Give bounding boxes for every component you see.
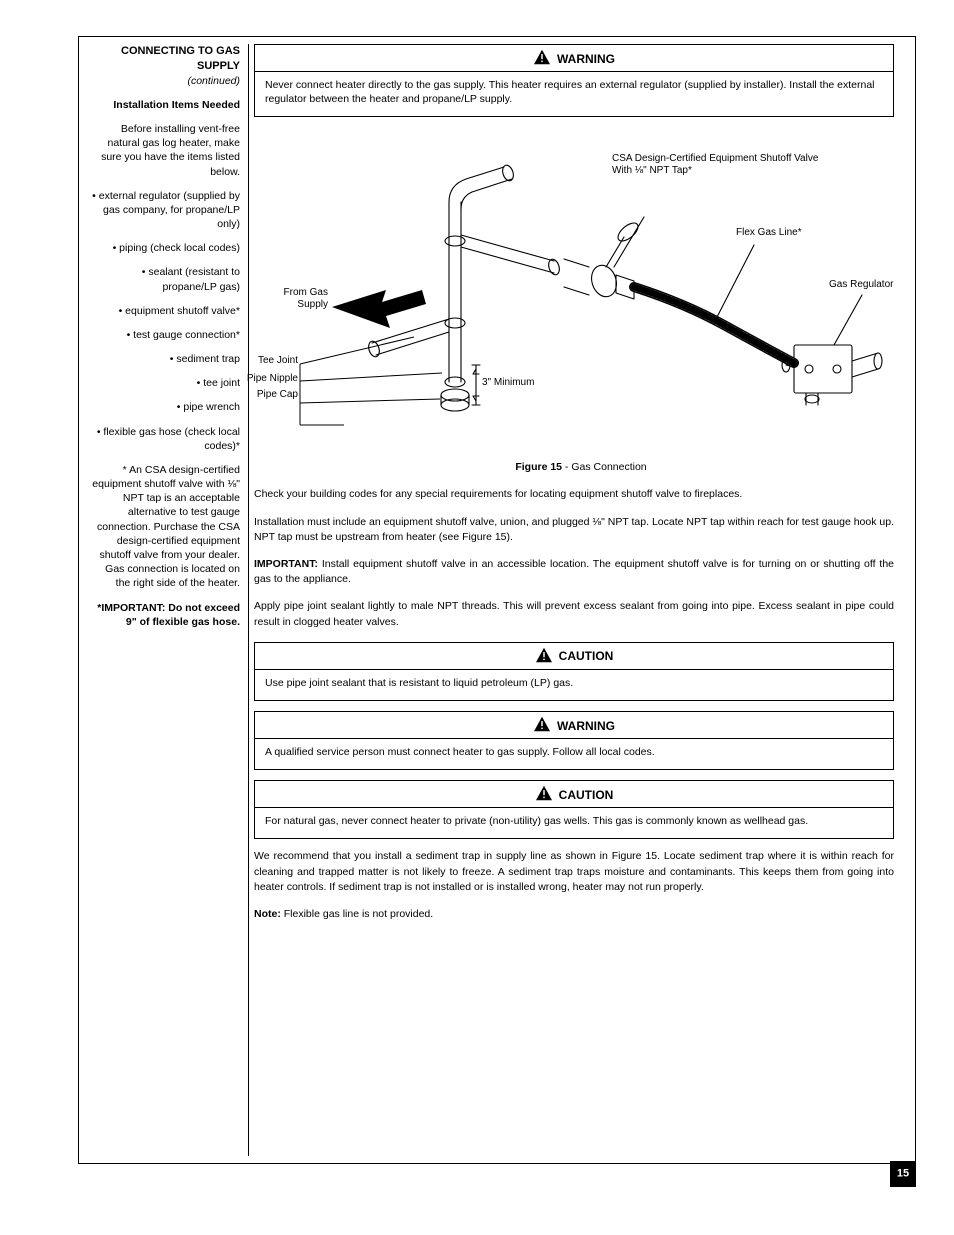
para-2: Installation must include an equipment s… xyxy=(254,515,894,545)
page-number: 15 xyxy=(897,1168,909,1180)
sidebar-note: * An CSA design-certified equipment shut… xyxy=(90,463,240,591)
para-important-strong: IMPORTANT: xyxy=(254,558,318,570)
sidebar-bullet-4: • test gauge connection* xyxy=(90,328,240,342)
sidebar-bullet-2: • sealant (resistant to propane/LP gas) xyxy=(90,265,240,293)
sidebar-heading: CONNECTING TO GAS SUPPLY xyxy=(90,44,240,74)
warning-head-1: WARNING xyxy=(255,45,893,72)
caution-head-1: CAUTION xyxy=(255,643,893,670)
warning-icon xyxy=(533,49,551,68)
warning-head-2: WARNING xyxy=(255,712,893,739)
caution-body-1: Use pipe joint sealant that is resistant… xyxy=(255,670,893,700)
sidebar-bullet-0: • external regulator (supplied by gas co… xyxy=(90,189,240,232)
para-3: Apply pipe joint sealant lightly to male… xyxy=(254,599,894,629)
sidebar-subheading: Installation Items Needed xyxy=(90,98,240,112)
sidebar-bullet-3: • equipment shutoff valve* xyxy=(90,304,240,318)
fig-label-tee: Tee Joint xyxy=(244,355,298,367)
figure-caption: Figure 15 - Gas Connection xyxy=(254,461,908,473)
para-note: Note: Flexible gas line is not provided. xyxy=(254,907,894,922)
fig-label-from-source: From Gas Supply xyxy=(254,287,328,311)
fig-label-cap: Pipe Cap xyxy=(244,389,298,401)
caution-head-2: CAUTION xyxy=(255,781,893,808)
caution-title-2: CAUTION xyxy=(559,788,614,802)
column-rule xyxy=(248,44,249,1156)
para-note-rest: Flexible gas line is not provided. xyxy=(281,908,433,920)
fig-label-nipple: Pipe Nipple xyxy=(244,373,298,385)
sidebar-bullet-6: • tee joint xyxy=(90,376,240,390)
sidebar-continued: (continued) xyxy=(90,74,240,88)
warning-title-1: WARNING xyxy=(557,52,615,66)
sidebar-bullet-8: • flexible gas hose (check local codes)* xyxy=(90,425,240,453)
caution-title-1: CAUTION xyxy=(559,649,614,663)
warning-title-2: WARNING xyxy=(557,719,615,733)
fig-label-hose: Flex Gas Line* xyxy=(736,227,802,239)
arrow-icon xyxy=(332,290,426,328)
caution-box-1: CAUTION Use pipe joint sealant that is r… xyxy=(254,642,894,701)
left-sidebar: CONNECTING TO GAS SUPPLY (continued) Ins… xyxy=(90,44,240,1154)
figure-caption-strong: Figure 15 xyxy=(515,461,562,473)
sidebar-intro: Before installing vent-free natural gas … xyxy=(90,122,240,179)
caution-box-2: CAUTION For natural gas, never connect h… xyxy=(254,780,894,839)
sidebar-note2: *IMPORTANT: Do not exceed 9" of flexible… xyxy=(90,601,240,629)
warning-box-2: WARNING A qualified service person must … xyxy=(254,711,894,770)
page-number-block: 15 xyxy=(890,1161,916,1187)
figure-gas-connection: CSA Design-Certified Equipment Shutoff V… xyxy=(254,127,894,457)
caution-body-2: For natural gas, never connect heater to… xyxy=(255,808,893,838)
para-4: We recommend that you install a sediment… xyxy=(254,849,894,895)
para-important-rest: Install equipment shutoff valve in an ac… xyxy=(254,558,894,585)
warning-box-1: WARNING Never connect heater directly to… xyxy=(254,44,894,117)
sidebar-heading-text: CONNECTING TO GAS SUPPLY xyxy=(121,45,240,72)
warning-icon xyxy=(535,785,553,804)
sidebar-bullet-5: • sediment trap xyxy=(90,352,240,366)
figure-caption-rest: - Gas Connection xyxy=(562,461,647,473)
fig-label-shutoff: CSA Design-Certified Equipment Shutoff V… xyxy=(612,153,832,177)
para-important: IMPORTANT: Install equipment shutoff val… xyxy=(254,557,894,587)
warning-icon xyxy=(535,647,553,666)
fig-label-trap-dim: 3" Minimum xyxy=(482,377,534,389)
fig-label-regulator: Gas Regulator xyxy=(829,279,893,291)
sidebar-bullet-7: • pipe wrench xyxy=(90,400,240,414)
warning-body-2: A qualified service person must connect … xyxy=(255,739,893,769)
warning-body-1: Never connect heater directly to the gas… xyxy=(255,72,893,116)
sidebar-bullet-1: • piping (check local codes) xyxy=(90,241,240,255)
warning-icon xyxy=(533,716,551,735)
main-column: WARNING Never connect heater directly to… xyxy=(254,44,908,922)
para-note-strong: Note: xyxy=(254,908,281,920)
para-1: Check your building codes for any specia… xyxy=(254,487,894,502)
